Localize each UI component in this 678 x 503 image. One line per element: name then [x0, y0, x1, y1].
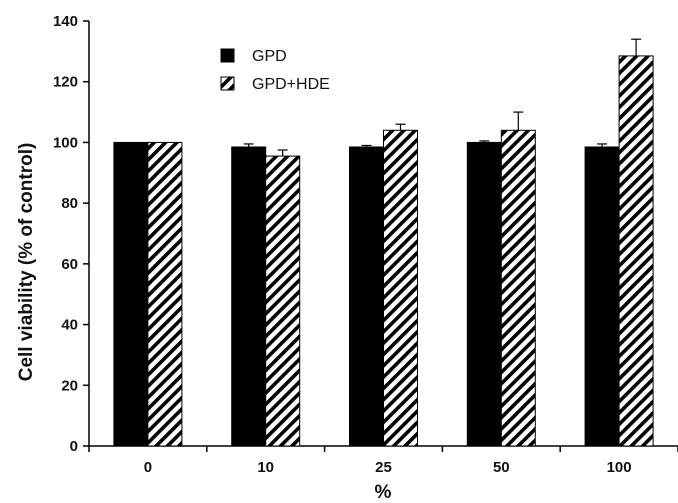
bar-gpd-hde — [618, 55, 654, 447]
bar-gpd-hde — [147, 141, 183, 447]
y-tick-label: 120 — [53, 74, 78, 91]
x-tick-label: 25 — [375, 459, 392, 476]
x-tick-label: 0 — [144, 459, 152, 476]
y-tick-label: 100 — [53, 134, 78, 151]
bar-gpd — [466, 141, 502, 447]
y-tick-label: 140 — [53, 13, 78, 30]
legend-label: GPD — [252, 48, 287, 65]
x-tick-label: 50 — [493, 459, 510, 476]
y-tick-label: 0 — [70, 438, 78, 455]
axes: 0 20 40 60 80 100 120 140 0 10 25 50 100 — [53, 13, 678, 476]
legend: GPD GPD+HDE — [220, 48, 330, 93]
legend-swatch — [220, 48, 235, 63]
x-tick-label: 10 — [257, 459, 274, 476]
legend-label: GPD+HDE — [252, 76, 330, 93]
bar-gpd-hde — [500, 129, 536, 447]
y-tick-label: 40 — [61, 317, 78, 334]
bar-gpd — [584, 146, 620, 447]
x-axis-title: % — [375, 482, 392, 503]
bar-gpd — [113, 141, 149, 447]
y-tick-label: 80 — [61, 195, 78, 212]
y-tick-label: 20 — [61, 377, 78, 394]
bar-gpd-hde — [383, 129, 418, 447]
bar-gpd — [349, 146, 384, 447]
bars — [113, 38, 654, 447]
bar-gpd-hde — [265, 155, 301, 447]
x-tick-label: 100 — [607, 459, 632, 476]
legend-swatch — [220, 76, 235, 91]
bar-gpd — [231, 146, 267, 447]
y-axis-title: Cell viability (% of control) — [16, 143, 37, 382]
y-tick-label: 60 — [61, 256, 78, 273]
